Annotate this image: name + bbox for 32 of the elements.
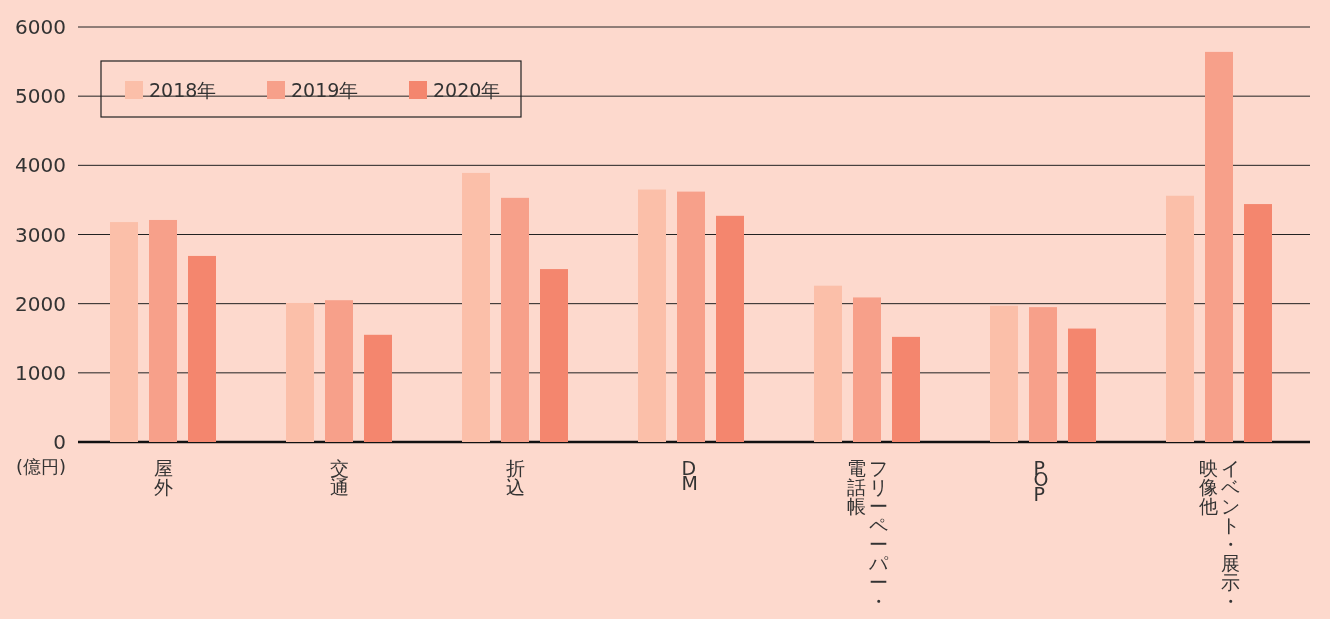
bar <box>1166 195 1194 442</box>
legend-label: 2019年 <box>291 79 359 101</box>
bar <box>364 334 392 442</box>
y-tick-label: 4000 <box>15 153 66 178</box>
y-tick-label: 1000 <box>15 360 66 385</box>
bar <box>853 297 881 442</box>
bar <box>110 222 138 442</box>
bar <box>814 285 842 442</box>
y-tick-label: 5000 <box>15 84 66 109</box>
bar <box>677 191 705 442</box>
bar <box>990 305 1018 442</box>
y-tick-label: 2000 <box>15 291 66 316</box>
bar <box>501 197 529 442</box>
bar <box>716 215 744 442</box>
bar <box>892 336 920 442</box>
bar <box>638 189 666 442</box>
bar <box>325 300 353 442</box>
y-tick-label: 0 <box>53 430 66 454</box>
y-tick-label: 3000 <box>15 222 66 247</box>
bar <box>1029 307 1057 442</box>
legend-label: 2020年 <box>433 79 501 101</box>
bar <box>149 219 177 442</box>
bar <box>1068 328 1096 442</box>
bar <box>540 269 568 442</box>
bar <box>286 302 314 442</box>
y-tick-label: 6000 <box>15 15 66 39</box>
legend-label: 2018年 <box>149 79 217 101</box>
bar <box>1244 204 1272 442</box>
bar <box>188 255 216 442</box>
bar <box>1205 51 1233 442</box>
bar <box>462 172 490 442</box>
y-axis-title: (億円) <box>16 456 67 477</box>
